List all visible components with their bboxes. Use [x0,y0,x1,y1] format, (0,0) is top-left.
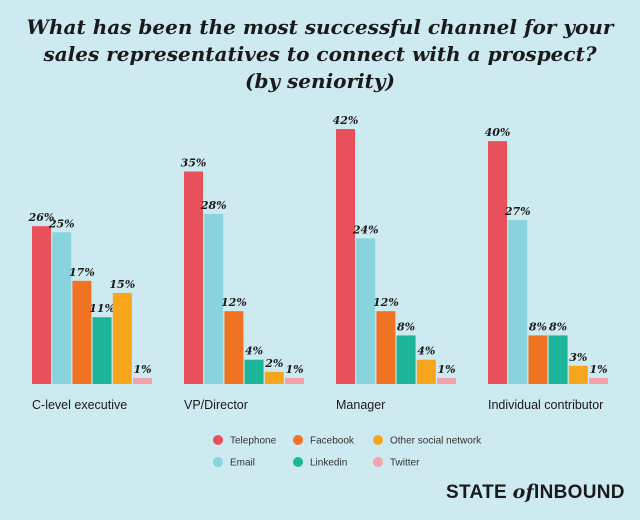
data-label-individual-contributor-telephone: 40% [485,126,511,139]
chart-title-line-2: sales representatives to connect with a … [43,42,597,66]
legend-label-email: Email [230,458,255,469]
category-label-individual-contributor: Individual contributor [488,398,603,412]
data-label-individual-contributor-facebook: 8% [529,320,547,333]
bar-individual-contributor-other-social-network [568,365,588,384]
data-label-manager-twitter: 1% [437,363,455,376]
data-label-manager-other-social-network: 4% [417,345,435,358]
category-label-vp-director: VP/Director [184,398,248,412]
legend-swatch-telephone [213,435,223,445]
chart-title-line-3: (by seniority) [245,69,395,93]
legend-swatch-email [213,457,223,467]
bar-c-level-executive-twitter [133,377,152,384]
legend-label-facebook: Facebook [310,436,355,447]
data-label-c-level-executive-telephone: 26% [28,211,55,224]
bar-manager-linkedin [396,335,416,384]
bar-vp-director-facebook [224,311,244,384]
data-label-c-level-executive-twitter: 1% [133,363,151,376]
legend-label-telephone: Telephone [230,436,277,447]
brand-of: of [512,481,535,503]
data-label-c-level-executive-other-social-network: 15% [109,278,135,291]
bar-vp-director-email [204,214,224,384]
bar-vp-director-other-social-network [264,371,284,384]
data-label-individual-contributor-other-social-network: 3% [569,351,587,364]
bar-c-level-executive-linkedin [92,317,112,384]
data-label-vp-director-linkedin: 4% [245,345,263,358]
bar-manager-other-social-network [416,359,436,384]
chart-title-line-1: What has been the most successful channe… [26,15,614,39]
brand-logo: STATE ofINBOUND [446,481,625,504]
legend-swatch-twitter [373,457,383,467]
data-label-vp-director-facebook: 12% [221,296,247,309]
bar-individual-contributor-facebook [528,335,548,384]
bar-c-level-executive-email [52,232,72,384]
data-label-vp-director-twitter: 1% [285,363,303,376]
legend-swatch-other-social-network [373,435,383,445]
legend-label-linkedin: Linkedin [310,458,347,469]
data-label-manager-email: 24% [352,223,379,236]
brand-state: STATE [446,482,507,503]
data-label-c-level-executive-email: 25% [48,217,75,230]
bar-chart: 26%25% 17% 11% 15% 1% C-level executive 35% 28%… [28,114,608,469]
bar-individual-contributor-email [508,220,528,384]
bar-manager-twitter [437,377,456,384]
bar-manager-facebook [376,311,396,384]
brand-inbound: INBOUND [534,482,625,503]
bar-vp-director-linkedin [244,359,264,384]
bar-manager-email [356,238,376,384]
data-label-c-level-executive-facebook: 17% [69,266,95,279]
bar-vp-director-twitter [285,377,304,384]
legend-label-other-social-network: Other social network [390,436,482,447]
legend-label-twitter: Twitter [390,458,420,469]
data-label-manager-facebook: 12% [373,296,399,309]
legend-swatch-linkedin [293,457,303,467]
category-label-c-level-executive: C-level executive [32,398,127,412]
data-label-manager-telephone: 42% [333,114,359,127]
bar-individual-contributor-telephone [488,141,507,384]
data-label-vp-director-telephone: 35% [181,157,207,170]
data-label-vp-director-other-social-network: 2% [264,357,283,370]
data-label-manager-linkedin: 8% [397,320,415,333]
bar-individual-contributor-twitter [589,377,608,384]
bar-c-level-executive-telephone [32,226,51,384]
bar-manager-telephone [336,129,355,384]
category-label-manager: Manager [336,398,385,412]
bar-c-level-executive-other-social-network [112,292,132,384]
data-label-individual-contributor-twitter: 1% [589,363,607,376]
data-label-vp-director-email: 28% [200,199,227,212]
data-label-c-level-executive-linkedin: 11% [89,302,115,315]
bar-vp-director-telephone [184,171,203,384]
legend-swatch-facebook [293,435,303,445]
data-label-individual-contributor-linkedin: 8% [549,320,567,333]
data-label-individual-contributor-email: 27% [504,205,531,218]
bar-individual-contributor-linkedin [548,335,568,384]
chart-title: What has been the most successful channe… [0,14,640,95]
bar-c-level-executive-facebook [72,280,92,384]
